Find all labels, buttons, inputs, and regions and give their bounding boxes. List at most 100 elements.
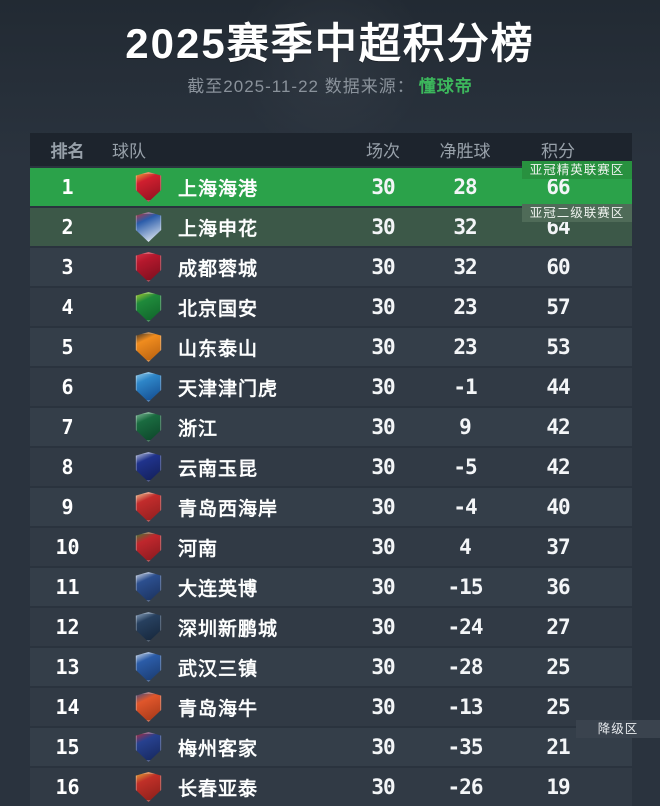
points-cell: 19 <box>546 775 570 799</box>
standings-table: 排名 球队 场次 净胜球 积分 1 上海海港 30 28 66 2 上海申花 30 32 6 4 3 成… <box>30 133 632 806</box>
rank-cell: 9 <box>61 495 74 519</box>
matches-played-cell: 30 <box>371 295 395 319</box>
team-name: 天津津门虎 <box>178 378 279 400</box>
team-logo-icon <box>135 452 162 482</box>
goal-difference-cell: -5 <box>453 455 477 479</box>
matches-played-cell: 30 <box>371 495 395 519</box>
team-cell: 梅州客家 <box>105 732 340 762</box>
points-cell: 21 <box>546 735 570 759</box>
goal-difference-cell: -4 <box>453 495 477 519</box>
team-logo-icon <box>135 372 162 402</box>
subtitle-date-source: 截至2025-11-22 数据来源： <box>187 77 415 96</box>
team-logo-icon <box>135 772 162 802</box>
team-name: 山东泰山 <box>178 338 259 360</box>
points-cell: 25 <box>546 695 570 719</box>
team-cell: 大连英博 <box>105 572 340 602</box>
team-cell: 河南 <box>105 532 340 562</box>
subtitle: 截至2025-11-22 数据来源： 懂球帝 <box>0 72 660 97</box>
team-cell: 北京国安 <box>105 292 340 322</box>
matches-played-cell: 30 <box>371 775 395 799</box>
table-header-row: 排名 球队 场次 净胜球 积分 <box>30 133 632 166</box>
matches-played-cell: 30 <box>371 375 395 399</box>
team-logo-icon <box>135 692 162 722</box>
team-name: 河南 <box>178 538 219 560</box>
team-cell: 青岛海牛 <box>105 692 340 722</box>
team-name: 青岛海牛 <box>178 698 259 720</box>
points-cell: 60 <box>546 255 570 279</box>
goal-difference-cell: -15 <box>447 575 484 599</box>
team-name: 云南玉昆 <box>178 458 259 480</box>
team-logo-icon <box>135 732 162 762</box>
table-row: 3 成都蓉城 30 32 60 <box>30 248 632 286</box>
points-cell: 42 <box>546 415 570 439</box>
column-header-gd: 净胜球 <box>439 142 491 161</box>
team-logo-icon <box>135 292 162 322</box>
table-row: 4 北京国安 30 23 57 <box>30 288 632 326</box>
team-logo-icon <box>135 572 162 602</box>
points-cell: 40 <box>546 495 570 519</box>
zone-badge-relegation: 降级区 <box>576 720 660 738</box>
team-cell: 上海海港 <box>105 172 340 202</box>
standings-rows: 1 上海海港 30 28 66 2 上海申花 30 32 6 4 3 成都蓉城 30 32 60 4 北京国安 30… <box>30 168 632 806</box>
matches-played-cell: 30 <box>371 335 395 359</box>
matches-played-cell: 30 <box>371 215 395 239</box>
team-name: 长春亚泰 <box>178 778 259 800</box>
team-name: 上海海港 <box>178 178 259 200</box>
team-cell: 成都蓉城 <box>105 252 340 282</box>
team-cell: 青岛西海岸 <box>105 492 340 522</box>
points-cell: 66 <box>546 175 570 199</box>
matches-played-cell: 30 <box>371 415 395 439</box>
matches-played-cell: 30 <box>371 575 395 599</box>
team-name: 青岛西海岸 <box>178 498 279 520</box>
column-header-rank: 排名 <box>50 142 85 161</box>
table-row: 9 青岛西海岸 30 -4 40 <box>30 488 632 526</box>
rank-cell: 1 <box>61 175 74 199</box>
goal-difference-cell: -26 <box>447 775 484 799</box>
rank-cell: 4 <box>61 295 74 319</box>
team-cell: 浙江 <box>105 412 340 442</box>
team-name: 大连英博 <box>178 578 259 600</box>
points-cell: 25 <box>546 655 570 679</box>
rank-cell: 12 <box>55 615 80 639</box>
goal-difference-cell: 32 <box>453 255 477 279</box>
team-logo-icon <box>135 332 162 362</box>
team-name: 武汉三镇 <box>178 658 259 680</box>
table-row: 13 武汉三镇 30 -28 25 <box>30 648 632 686</box>
matches-played-cell: 30 <box>371 615 395 639</box>
team-name: 深圳新鹏城 <box>178 618 279 640</box>
goal-difference-cell: -28 <box>447 655 484 679</box>
goal-difference-cell: 28 <box>453 175 477 199</box>
team-name: 浙江 <box>178 418 219 440</box>
zone-badge-acl-elite: 亚冠精英联赛区 <box>522 161 632 179</box>
team-name: 上海申花 <box>178 218 259 240</box>
matches-played-cell: 30 <box>371 535 395 559</box>
table-row: 16 长春亚泰 30 -26 19 <box>30 768 632 806</box>
points-cell: 37 <box>546 535 570 559</box>
team-logo-icon <box>135 412 162 442</box>
table-row: 14 青岛海牛 30 -13 25 <box>30 688 632 726</box>
goal-difference-cell: 9 <box>459 415 472 439</box>
team-cell: 上海申花 <box>105 212 340 242</box>
matches-played-cell: 30 <box>371 455 395 479</box>
points-cell: 27 <box>546 615 570 639</box>
matches-played-cell: 30 <box>371 255 395 279</box>
matches-played-cell: 30 <box>371 695 395 719</box>
rank-cell: 7 <box>61 415 74 439</box>
matches-played-cell: 30 <box>371 655 395 679</box>
points-cell: 57 <box>546 295 570 319</box>
team-name: 梅州客家 <box>178 738 259 760</box>
table-row: 12 深圳新鹏城 30 -24 27 <box>30 608 632 646</box>
team-cell: 山东泰山 <box>105 332 340 362</box>
team-logo-icon <box>135 532 162 562</box>
points-cell: 42 <box>546 455 570 479</box>
table-row: 15 梅州客家 30 -35 21 <box>30 728 632 766</box>
column-header-team: 球队 <box>112 142 146 161</box>
column-header-played: 场次 <box>366 142 400 161</box>
table-row: 6 天津津门虎 30 -1 44 <box>30 368 632 406</box>
team-cell: 长春亚泰 <box>105 772 340 802</box>
data-source-brand: 懂球帝 <box>418 77 473 96</box>
points-cell: 44 <box>546 375 570 399</box>
team-name: 北京国安 <box>178 298 259 320</box>
goal-difference-cell: 32 <box>453 215 477 239</box>
